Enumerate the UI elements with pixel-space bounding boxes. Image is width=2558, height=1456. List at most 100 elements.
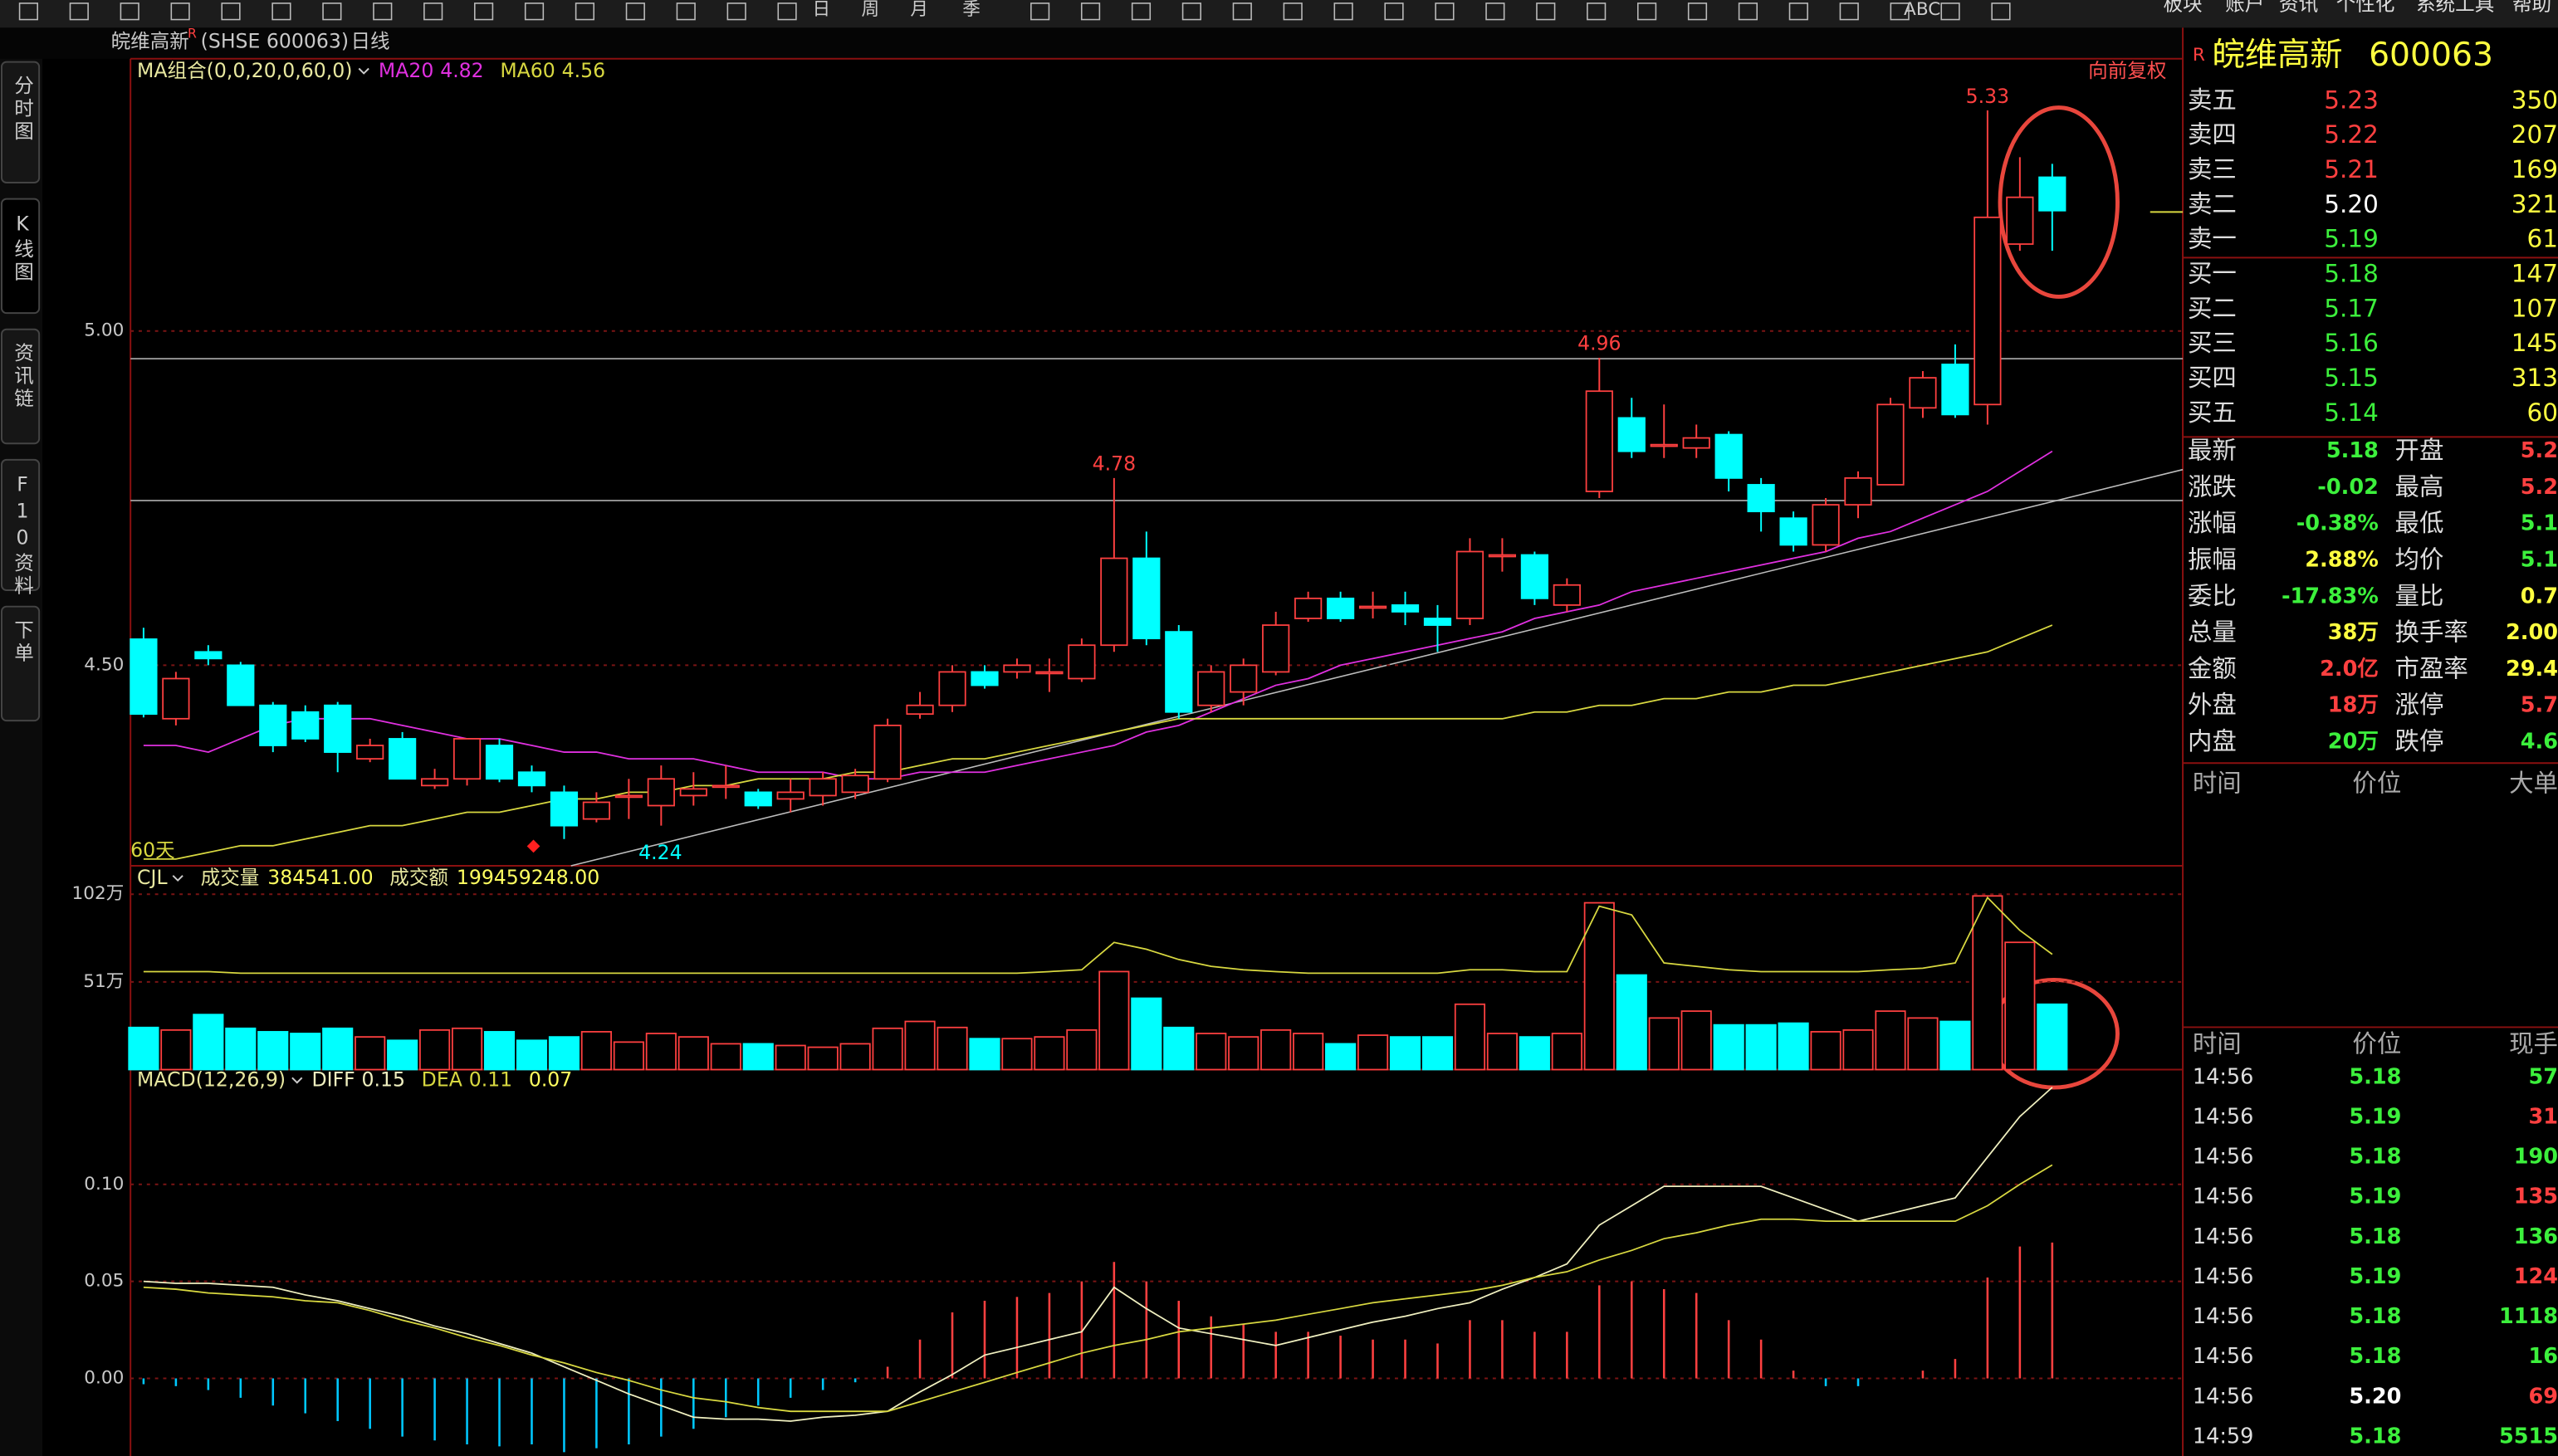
toolbar-icon[interactable] [1080,2,1101,21]
table-header: 大单 [2509,769,2558,797]
menu-item[interactable]: 个性化 [2336,0,2395,15]
toolbar-icon[interactable] [1131,2,1152,21]
volume-bar [1454,1003,1486,1071]
toolbar-icon[interactable] [271,2,291,21]
toolbar-icon[interactable] [1738,2,1758,21]
menu-item[interactable]: 板块 [2163,0,2202,15]
toolbar-icon[interactable] [1687,2,1708,21]
candle-body [2038,176,2066,212]
toolbar-icon[interactable] [1536,2,1556,21]
toolbar-icon[interactable] [120,2,139,21]
candle-body [971,671,999,686]
stat-label: 量比 [2395,582,2444,610]
stat-value: 5.7 [2521,693,2558,718]
book-label: 买五 [2188,398,2237,427]
book-price: 5.17 [2324,294,2379,322]
side-tab[interactable] [0,458,41,592]
candle-body [1747,484,1775,513]
toolbar-icon[interactable] [1384,2,1404,21]
candle-body [227,664,255,706]
side-tab-label[interactable]: 资讯链 [11,342,34,411]
side-tab-label[interactable]: K线图 [11,212,34,284]
stat-value: 2.0亿 [2320,657,2379,682]
side-tab[interactable] [0,198,41,315]
toolbar-item[interactable]: 周 [861,0,879,20]
trade-volume: 136 [2514,1224,2558,1249]
side-tab-label[interactable]: F10资料 [11,473,34,599]
toolbar-icon[interactable] [1587,2,1607,21]
toolbar-icon[interactable] [69,2,89,21]
toolbar-icon[interactable] [1890,2,1910,21]
toolbar-icon[interactable] [524,2,545,21]
toolbar [0,0,2558,28]
trade-time: 14:56 [2193,1304,2254,1329]
menu-item[interactable]: 系统工具 [2416,0,2494,15]
toolbar-icon[interactable] [1030,2,1050,21]
toolbar-icon[interactable] [221,2,241,21]
candle-body [1197,671,1225,706]
toolbar-icon[interactable] [322,2,342,21]
adjust-mode[interactable]: 向前复权 [2088,59,2166,82]
menu-item[interactable]: 资讯 [2279,0,2318,15]
toolbar-icon[interactable] [1485,2,1505,21]
toolbar-icon[interactable] [170,2,190,21]
side-tab[interactable] [0,61,41,183]
menu-item[interactable]: 帮助 [2512,0,2551,15]
book-volume: 169 [2512,155,2558,183]
side-tab-label[interactable]: 分时图 [11,75,34,144]
stock-name: 皖维高新 [111,30,189,53]
trade-price: 5.18 [2349,1145,2401,1170]
legend-value: 384541.00 [267,866,373,889]
side-tab-label[interactable]: 下单 [11,619,34,665]
volume-bar [128,1026,159,1071]
toolbar-icon[interactable] [474,2,494,21]
dropdown-icon[interactable] [291,1077,303,1084]
side-tab[interactable] [0,605,41,722]
toolbar-icon[interactable] [1991,2,2011,21]
toolbar-icon[interactable] [1435,2,1455,21]
toolbar-item[interactable]: 月 [910,0,928,20]
toolbar-icon[interactable] [1636,2,1657,21]
toolbar-icon[interactable] [1839,2,1859,21]
trade-volume: 190 [2514,1145,2558,1170]
table-header: 时间 [2193,769,2242,797]
high-label: 4.96 [1577,332,1621,355]
y-tick-label: 5.00 [84,320,124,341]
dropdown-icon[interactable] [358,67,369,75]
stat-value: -17.83% [2282,584,2379,608]
candle-body [1682,437,1710,449]
volume-bar [1810,1031,1841,1071]
toolbar-icon[interactable] [373,2,393,21]
toolbar-item[interactable]: 日 [813,0,831,20]
toolbar-icon[interactable] [1181,2,1201,21]
toolbar-icon[interactable] [1788,2,1808,21]
toolbar-icon[interactable] [1940,2,1960,21]
toolbar-icon[interactable] [777,2,797,21]
toolbar-icon[interactable] [575,2,595,21]
toolbar-icon[interactable] [1333,2,1353,21]
side-tab[interactable] [0,328,41,445]
volume-bar [1551,1033,1582,1071]
toolbar-icon[interactable] [625,2,645,21]
toolbar-icon[interactable] [1232,2,1252,21]
candle-body [1455,550,1484,619]
toolbar-item[interactable]: ABC [1904,0,1940,20]
period[interactable]: 日线 [350,30,389,53]
dropdown-icon[interactable] [172,875,183,882]
candle-body [582,801,611,820]
toolbar-icon[interactable] [726,2,746,21]
toolbar-icon[interactable] [18,2,38,21]
candle-body [1262,624,1290,673]
candle-body [841,774,869,794]
candle-body [1294,597,1323,619]
candle-body [1326,597,1355,619]
volume-bar [483,1031,516,1071]
candle-body [1974,216,2002,406]
toolbar-icon[interactable] [676,2,696,21]
toolbar-item[interactable]: 季 [962,0,981,20]
toolbar-icon[interactable] [1283,2,1303,21]
candle-body [1165,631,1193,713]
toolbar-icon[interactable] [423,2,443,21]
indicator-line [143,624,2053,860]
menu-item[interactable]: 账户 [2225,0,2264,15]
